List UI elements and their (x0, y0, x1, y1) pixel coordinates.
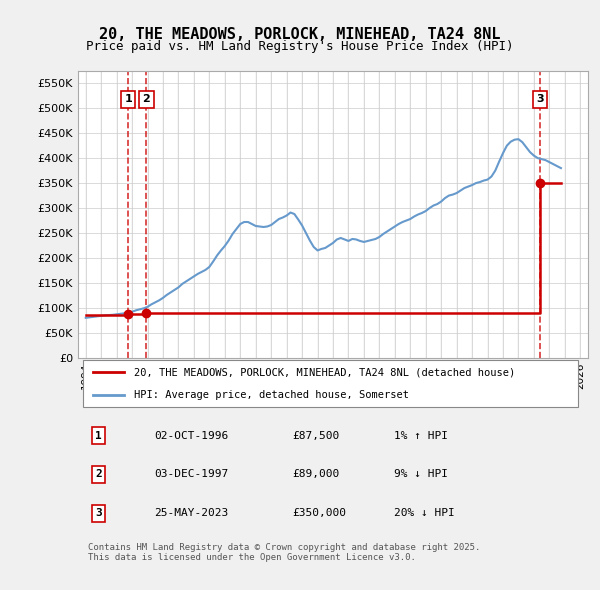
Text: 3: 3 (95, 508, 102, 518)
Text: 2: 2 (142, 94, 150, 104)
Text: 20, THE MEADOWS, PORLOCK, MINEHEAD, TA24 8NL (detached house): 20, THE MEADOWS, PORLOCK, MINEHEAD, TA24… (134, 368, 515, 378)
Text: Price paid vs. HM Land Registry's House Price Index (HPI): Price paid vs. HM Land Registry's House … (86, 40, 514, 53)
Text: 1: 1 (95, 431, 102, 441)
Text: 20, THE MEADOWS, PORLOCK, MINEHEAD, TA24 8NL: 20, THE MEADOWS, PORLOCK, MINEHEAD, TA24… (99, 27, 501, 41)
Text: £89,000: £89,000 (292, 470, 340, 480)
Text: HPI: Average price, detached house, Somerset: HPI: Average price, detached house, Some… (134, 391, 409, 400)
Text: 02-OCT-1996: 02-OCT-1996 (155, 431, 229, 441)
Text: 25-MAY-2023: 25-MAY-2023 (155, 508, 229, 518)
Text: 3: 3 (536, 94, 544, 104)
Text: 1% ↑ HPI: 1% ↑ HPI (394, 431, 448, 441)
FancyBboxPatch shape (83, 360, 578, 407)
Text: £350,000: £350,000 (292, 508, 346, 518)
Text: £87,500: £87,500 (292, 431, 340, 441)
Text: 1: 1 (124, 94, 132, 104)
Text: 2: 2 (95, 470, 102, 480)
Text: Contains HM Land Registry data © Crown copyright and database right 2025.
This d: Contains HM Land Registry data © Crown c… (88, 543, 481, 562)
Text: 20% ↓ HPI: 20% ↓ HPI (394, 508, 455, 518)
Text: 03-DEC-1997: 03-DEC-1997 (155, 470, 229, 480)
Text: 9% ↓ HPI: 9% ↓ HPI (394, 470, 448, 480)
